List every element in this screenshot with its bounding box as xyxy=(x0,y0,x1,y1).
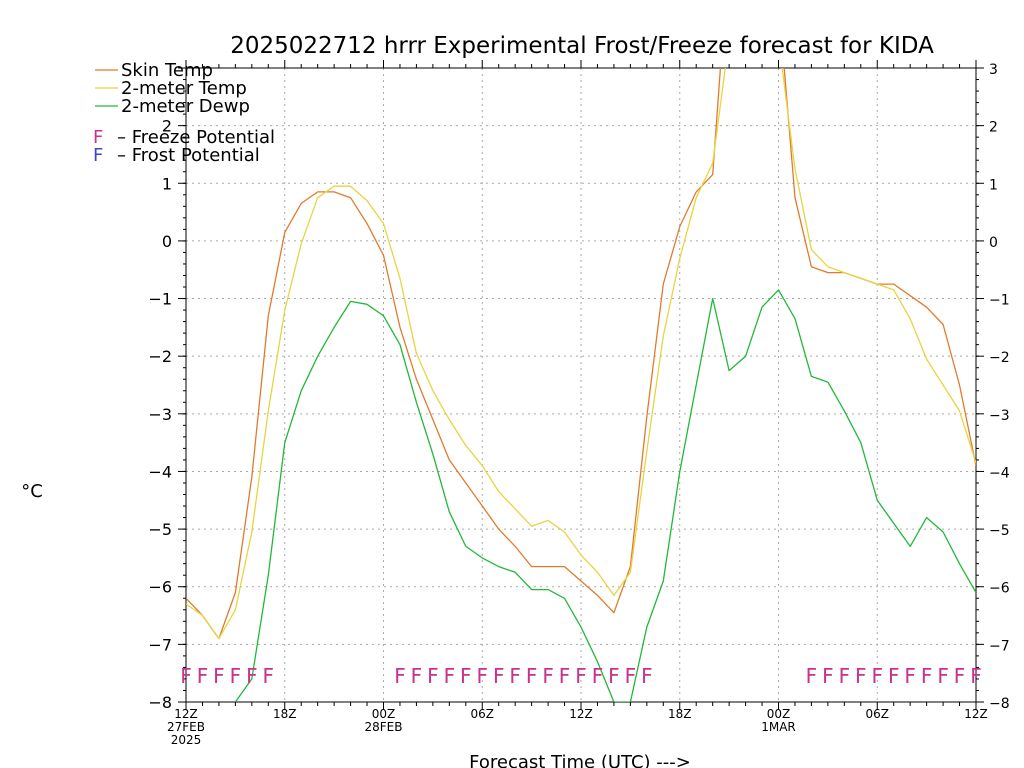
series-line-2-meter-temp xyxy=(186,68,976,640)
x-tick-label: 00Z xyxy=(767,707,791,721)
axes: 210−1−2−3−4−5−6−7−83210−1−2−3−4−5−6−7−81… xyxy=(148,60,1010,747)
x-tick-label: 12Z xyxy=(964,707,988,721)
y-tick-label-right: −5 xyxy=(989,523,1010,539)
freeze-flag: F xyxy=(427,664,439,688)
x-tick-label-date: 28FEB xyxy=(365,720,403,734)
freeze-flag: F xyxy=(592,664,604,688)
y-tick-label-left: −3 xyxy=(148,405,172,424)
y-tick-label-right: −1 xyxy=(989,293,1010,309)
freeze-flag: F xyxy=(411,664,423,688)
freeze-flag: F xyxy=(476,664,488,688)
y-tick-label-left: 2 xyxy=(162,117,172,136)
y-axis-label: °C xyxy=(21,481,43,502)
y-tick-label-left: −2 xyxy=(148,347,172,366)
chart-title: 2025022712 hrrr Experimental Frost/Freez… xyxy=(230,33,934,59)
series-lines xyxy=(186,68,976,702)
y-tick-label-left: −7 xyxy=(148,635,172,654)
grid-lines xyxy=(186,68,976,702)
legend-label: 2-meter Dewp xyxy=(121,96,250,117)
freeze-flag: F xyxy=(641,664,653,688)
x-tick-label: 06Z xyxy=(866,707,890,721)
freeze-flag: F xyxy=(839,664,851,688)
y-tick-label-right: −4 xyxy=(989,465,1010,481)
freeze-flag: F xyxy=(394,664,406,688)
y-tick-label-left: −5 xyxy=(148,520,172,539)
freeze-flag: F xyxy=(526,664,538,688)
y-tick-label-right: −2 xyxy=(989,350,1010,366)
potential-symbol: F xyxy=(93,127,103,148)
freeze-flag: F xyxy=(806,664,818,688)
x-tick-label: 12Z xyxy=(174,707,198,721)
freeze-flag: F xyxy=(263,664,275,688)
freeze-flag: F xyxy=(493,664,505,688)
freeze-flag: F xyxy=(608,664,620,688)
y-tick-label-right: −6 xyxy=(989,581,1010,597)
x-tick-label-year: 2025 xyxy=(171,733,202,747)
y-tick-label-right: 0 xyxy=(989,235,998,251)
freeze-flag: F xyxy=(213,664,225,688)
x-tick-label: 06Z xyxy=(471,707,495,721)
y-tick-label-left: −4 xyxy=(148,462,172,481)
y-tick-label-right: 1 xyxy=(989,177,998,193)
freeze-flag: F xyxy=(559,664,571,688)
freeze-flag: F xyxy=(575,664,587,688)
potential-label: – Freeze Potential xyxy=(117,127,275,148)
y-tick-label-left: 0 xyxy=(162,232,172,251)
freeze-flag: F xyxy=(921,664,933,688)
freeze-flag: F xyxy=(871,664,883,688)
freeze-flag: F xyxy=(954,664,966,688)
x-tick-label: 18Z xyxy=(668,707,692,721)
legend-label: Skin Temp xyxy=(121,60,213,81)
y-tick-label-left: −6 xyxy=(148,578,172,597)
freeze-flag: F xyxy=(904,664,916,688)
y-tick-label-left: 1 xyxy=(162,174,172,193)
freeze-flag: F xyxy=(855,664,867,688)
y-tick-label-right: 3 xyxy=(989,62,998,78)
freeze-flag: F xyxy=(230,664,242,688)
potential-label: – Frost Potential xyxy=(117,145,260,166)
freeze-flag: F xyxy=(970,664,982,688)
x-tick-label: 00Z xyxy=(372,707,396,721)
x-tick-label-date: 1MAR xyxy=(761,720,796,734)
freeze-flag: F xyxy=(460,664,472,688)
x-tick-label: 18Z xyxy=(273,707,297,721)
freeze-flag: F xyxy=(180,664,192,688)
y-tick-label-right: −3 xyxy=(989,408,1010,424)
freeze-flag: F xyxy=(246,664,258,688)
freeze-flag: F xyxy=(822,664,834,688)
potential-symbol: F xyxy=(93,145,103,166)
series-line-2-meter-dewp xyxy=(234,289,976,702)
x-tick-label: 12Z xyxy=(569,707,593,721)
y-tick-label-left: −8 xyxy=(148,693,172,712)
y-tick-label-right: −7 xyxy=(989,638,1010,654)
freeze-flag: F xyxy=(888,664,900,688)
y-tick-label-right: 2 xyxy=(989,120,998,136)
freeze-flag: F xyxy=(444,664,456,688)
x-tick-label-date: 27FEB xyxy=(167,720,205,734)
y-tick-label-left: −1 xyxy=(148,290,172,309)
legend-label: 2-meter Temp xyxy=(121,78,247,99)
series-group xyxy=(186,68,976,702)
freeze-flag: F xyxy=(937,664,949,688)
freeze-flag: F xyxy=(509,664,521,688)
freeze-flag: F xyxy=(625,664,637,688)
freeze-flag: F xyxy=(197,664,209,688)
freeze-flag: F xyxy=(542,664,554,688)
y-tick-label-right: −8 xyxy=(989,696,1010,712)
x-axis-label: Forecast Time (UTC) ---> xyxy=(469,752,691,768)
